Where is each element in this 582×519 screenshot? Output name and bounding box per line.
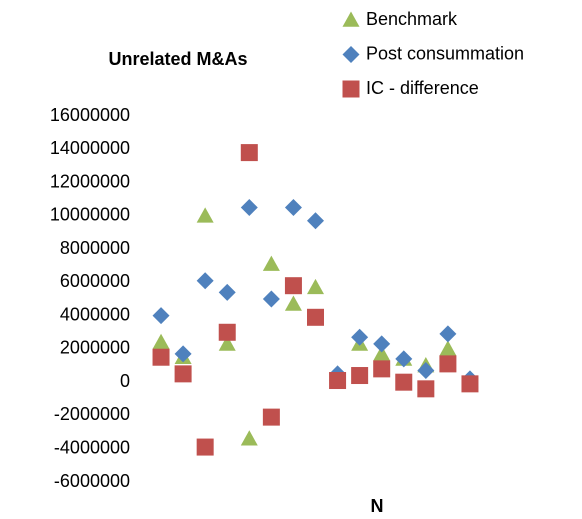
- data-point: [373, 335, 391, 353]
- data-point: [284, 295, 302, 311]
- data-point: [262, 408, 280, 426]
- legend-label: Benchmark: [366, 9, 458, 29]
- y-tick-label: 0: [120, 371, 130, 391]
- data-point: [152, 307, 170, 325]
- y-tick-label: 8000000: [60, 238, 130, 258]
- data-point: [218, 335, 236, 351]
- data-point: [395, 350, 413, 368]
- data-point: [262, 290, 280, 308]
- y-tick-label: 14000000: [50, 138, 130, 158]
- x-axis-label: N: [371, 496, 384, 516]
- data-point: [284, 277, 302, 295]
- data-point: [196, 438, 214, 456]
- y-tick-label: 4000000: [60, 304, 130, 324]
- data-point: [373, 345, 391, 361]
- data-point: [240, 430, 258, 446]
- legend-marker: [342, 46, 360, 63]
- data-point: [351, 367, 369, 385]
- data-point: [196, 207, 214, 223]
- legend-label: IC - difference: [366, 78, 479, 98]
- legend-marker: [342, 11, 360, 27]
- data-point: [439, 355, 457, 373]
- data-point: [307, 308, 324, 326]
- data-point: [417, 380, 435, 398]
- data-point: [373, 360, 391, 378]
- y-tick-label: -6000000: [54, 471, 130, 491]
- y-tick-label: 16000000: [50, 105, 130, 125]
- data-point: [240, 199, 258, 216]
- data-point: [395, 373, 413, 391]
- data-point: [174, 345, 192, 363]
- data-point: [152, 348, 170, 366]
- y-tick-label: -2000000: [54, 404, 130, 424]
- data-point: [307, 212, 324, 230]
- legend-marker: [342, 80, 360, 98]
- data-point: [240, 144, 258, 162]
- y-tick-label: 10000000: [50, 205, 130, 225]
- chart-title: Unrelated M&As: [108, 49, 247, 69]
- y-tick-label: 2000000: [60, 338, 130, 358]
- data-point: [196, 272, 214, 290]
- data-point: [329, 372, 347, 390]
- y-tick-label: -4000000: [54, 437, 130, 457]
- legend-label: Post consummation: [366, 43, 524, 63]
- data-point: [417, 362, 435, 380]
- data-point: [351, 328, 369, 346]
- y-tick-label: 6000000: [60, 271, 130, 291]
- data-point: [152, 333, 170, 350]
- data-point: [284, 199, 302, 216]
- data-point: [218, 283, 236, 301]
- data-point: [307, 278, 324, 295]
- data-point: [461, 375, 479, 393]
- y-tick-label: 12000000: [50, 171, 130, 191]
- data-point: [174, 365, 192, 383]
- data-point: [218, 323, 236, 341]
- data-point: [439, 325, 457, 343]
- data-point: [262, 255, 280, 271]
- data-point: [439, 340, 457, 356]
